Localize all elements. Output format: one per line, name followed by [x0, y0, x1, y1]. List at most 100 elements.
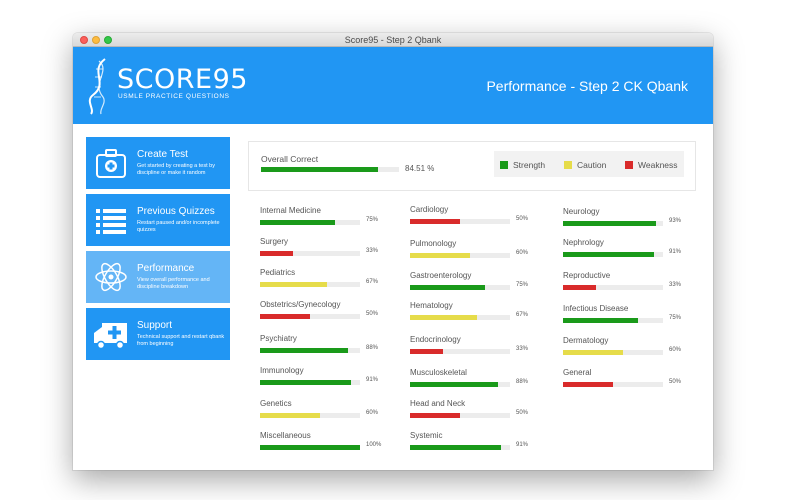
discipline-percent: 60%: [669, 347, 682, 353]
discipline-progress-fill: [563, 318, 638, 323]
discipline-item: Musculoskeletal 88%: [410, 368, 545, 398]
discipline-progress-fill: [410, 445, 501, 450]
title-bar[interactable]: Score95 - Step 2 Qbank: [73, 33, 713, 47]
window-title: Score95 - Step 2 Qbank: [344, 35, 442, 45]
logo-subtitle: USMLE PRACTICE QUESTIONS: [118, 93, 230, 100]
discipline-name: Surgery: [260, 237, 289, 246]
overall-summary-panel: Overall Correct 84.51 % Strength Caution…: [248, 141, 696, 191]
sidebar-item-label: Support: [137, 320, 173, 331]
medical-kit-icon: [96, 149, 126, 178]
discipline-percent: 91%: [516, 442, 529, 448]
discipline-percent: 75%: [366, 217, 379, 223]
sidebar-item-description: Restart paused and/or incomplete quizzes: [137, 220, 220, 233]
atom-icon: [95, 262, 127, 292]
discipline-progress-fill: [410, 349, 443, 354]
discipline-progress-track: [410, 349, 510, 354]
discipline-item: Gastroenterology 75%: [410, 271, 545, 301]
discipline-progress-track: [260, 445, 360, 450]
discipline-name: Internal Medicine: [260, 206, 321, 215]
sidebar-item-previous-quizzes[interactable]: Previous Quizzes Restart paused and/or i…: [86, 194, 230, 246]
legend-swatch: [564, 161, 572, 169]
discipline-item: Immunology 91%: [260, 366, 395, 396]
legend-swatch: [625, 161, 633, 169]
discipline-progress-track: [260, 413, 360, 418]
discipline-progress-fill: [260, 314, 310, 319]
discipline-progress-track: [260, 220, 360, 225]
discipline-progress-fill: [260, 348, 348, 353]
discipline-progress-fill: [410, 413, 460, 418]
sidebar-item-description: Get started by creating a test by discip…: [137, 163, 215, 176]
discipline-progress-track: [563, 252, 663, 257]
discipline-name: Endocrinology: [410, 335, 461, 344]
discipline-name: Head and Neck: [410, 399, 466, 408]
discipline-progress-track: [563, 318, 663, 323]
discipline-percent: 50%: [516, 410, 529, 416]
discipline-name: Infectious Disease: [563, 304, 629, 313]
discipline-progress-track: [410, 285, 510, 290]
discipline-item: Nephrology 91%: [563, 238, 698, 268]
discipline-progress-fill: [563, 382, 613, 387]
discipline-name: Immunology: [260, 366, 304, 375]
discipline-percent: 75%: [516, 282, 529, 288]
maximize-window-button[interactable]: [104, 36, 112, 44]
discipline-percent: 60%: [366, 410, 379, 416]
discipline-percent: 88%: [516, 379, 529, 385]
discipline-item: Miscellaneous 100%: [260, 431, 395, 461]
legend-label: Weakness: [638, 160, 678, 170]
discipline-progress-fill: [563, 252, 654, 257]
discipline-progress-track: [563, 382, 663, 387]
legend: Strength Caution Weakness: [494, 151, 684, 177]
overall-correct-label: Overall Correct: [261, 154, 319, 164]
sidebar-item-label: Create Test: [137, 149, 188, 160]
discipline-name: Gastroenterology: [410, 271, 472, 280]
sidebar-item-support[interactable]: Support Technical support and restart qb…: [86, 308, 230, 360]
discipline-percent: 50%: [516, 216, 529, 222]
discipline-percent: 33%: [669, 282, 682, 288]
discipline-percent: 100%: [366, 442, 382, 448]
discipline-name: Dermatology: [563, 336, 609, 345]
discipline-progress-fill: [563, 350, 623, 355]
legend-weakness: Weakness: [625, 160, 678, 170]
overall-correct-value: 84.51 %: [405, 164, 435, 173]
sidebar-item-performance[interactable]: Performance View overall performance and…: [86, 251, 230, 303]
discipline-progress-track: [410, 382, 510, 387]
discipline-item: Cardiology 50%: [410, 205, 545, 235]
discipline-progress-track: [410, 413, 510, 418]
discipline-name: Neurology: [563, 207, 600, 216]
discipline-progress-fill: [260, 251, 293, 256]
discipline-item: Hematology 67%: [410, 301, 545, 331]
discipline-name: Psychiatry: [260, 334, 297, 343]
discipline-progress-track: [410, 445, 510, 450]
discipline-percent: 91%: [669, 249, 682, 255]
discipline-progress-fill: [410, 315, 477, 320]
sidebar-item-label: Performance: [137, 263, 195, 274]
discipline-progress-track: [410, 315, 510, 320]
page-title: Performance - Step 2 CK Qbank: [486, 78, 688, 94]
discipline-item: Dermatology 60%: [563, 336, 698, 366]
discipline-progress-track: [410, 253, 510, 258]
discipline-item: Pediatrics 67%: [260, 268, 395, 298]
discipline-percent: 60%: [516, 250, 529, 256]
dna-helix-icon: [88, 58, 106, 115]
discipline-progress-track: [260, 251, 360, 256]
discipline-progress-track: [563, 221, 663, 226]
discipline-progress-fill: [260, 445, 360, 450]
discipline-percent: 88%: [366, 345, 379, 351]
discipline-percent: 67%: [516, 312, 529, 318]
discipline-percent: 50%: [669, 379, 682, 385]
discipline-progress-fill: [410, 285, 485, 290]
discipline-name: Reproductive: [563, 271, 611, 280]
discipline-name: Systemic: [410, 431, 443, 440]
minimize-window-button[interactable]: [92, 36, 100, 44]
sidebar-item-create-test[interactable]: Create Test Get started by creating a te…: [86, 137, 230, 189]
discipline-progress-fill: [260, 413, 320, 418]
close-window-button[interactable]: [80, 36, 88, 44]
discipline-item: Internal Medicine 75%: [260, 206, 395, 236]
discipline-name: Hematology: [410, 301, 453, 310]
discipline-name: Pediatrics: [260, 268, 296, 277]
discipline-progress-fill: [410, 382, 498, 387]
discipline-progress-fill: [260, 380, 351, 385]
discipline-progress-fill: [260, 220, 335, 225]
discipline-item: Neurology 93%: [563, 207, 698, 237]
sidebar-item-description: Technical support and restart qbank from…: [137, 334, 225, 347]
